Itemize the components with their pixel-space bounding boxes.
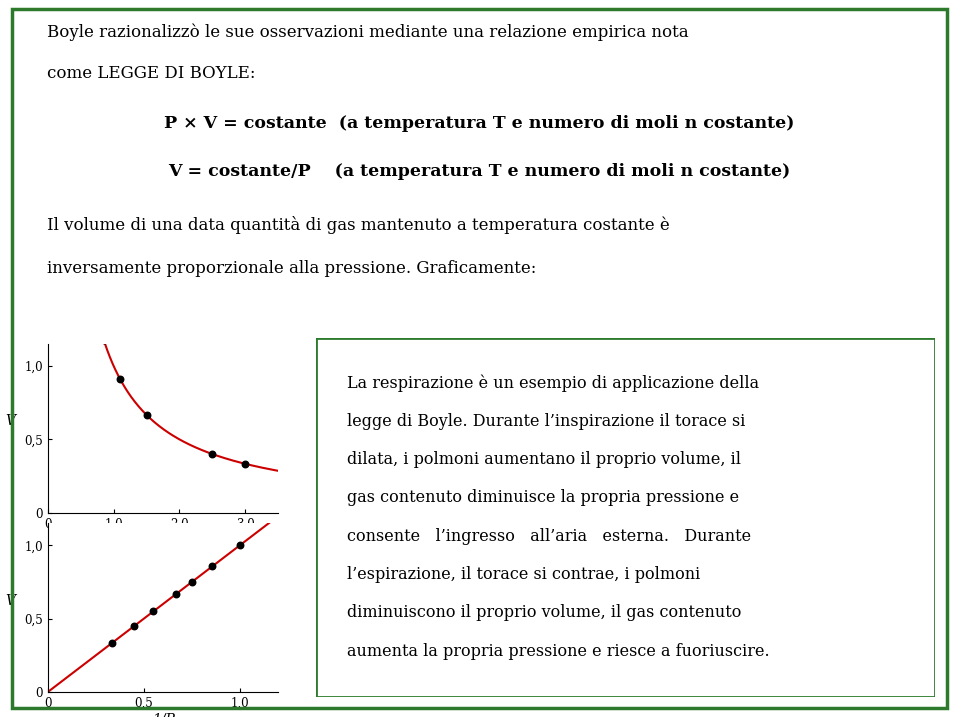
- Text: aumenta la propria pressione e riesce a fuoriuscire.: aumenta la propria pressione e riesce a …: [347, 642, 770, 660]
- Text: gas contenuto diminuisce la propria pressione e: gas contenuto diminuisce la propria pres…: [347, 490, 739, 506]
- Text: La respirazione è un esempio di applicazione della: La respirazione è un esempio di applicaz…: [347, 374, 760, 391]
- Point: [232, 540, 247, 551]
- Point: [238, 458, 253, 470]
- X-axis label: 1/P: 1/P: [152, 713, 175, 717]
- Point: [146, 606, 161, 617]
- Text: diminuiscono il proprio volume, il gas contenuto: diminuiscono il proprio volume, il gas c…: [347, 604, 741, 622]
- Point: [112, 374, 128, 385]
- Text: P × V = costante  (a temperatura T e numero di moli n costante): P × V = costante (a temperatura T e nume…: [164, 115, 795, 133]
- Point: [105, 637, 120, 649]
- Point: [139, 409, 154, 421]
- Text: V = costante/P    (a temperatura T e numero di moli n costante): V = costante/P (a temperatura T e numero…: [169, 163, 790, 180]
- Point: [127, 620, 142, 632]
- Point: [204, 448, 220, 460]
- Point: [184, 576, 199, 588]
- Point: [73, 214, 88, 225]
- Text: legge di Boyle. Durante l’inspirazione il torace si: legge di Boyle. Durante l’inspirazione i…: [347, 412, 746, 429]
- Point: [83, 282, 99, 293]
- Text: consente   l’ingresso   all’aria   esterna.   Durante: consente l’ingresso all’aria esterna. Du…: [347, 528, 752, 545]
- Text: Il volume di una data quantità di gas mantenuto a temperatura costante è: Il volume di una data quantità di gas ma…: [47, 217, 669, 234]
- Text: Boyle razionalizzò le sue osservazioni mediante una relazione empirica nota: Boyle razionalizzò le sue osservazioni m…: [47, 24, 689, 42]
- Y-axis label: V: V: [6, 414, 15, 429]
- Text: l’espirazione, il torace si contrae, i polmoni: l’espirazione, il torace si contrae, i p…: [347, 566, 701, 583]
- Text: dilata, i polmoni aumentano il proprio volume, il: dilata, i polmoni aumentano il proprio v…: [347, 451, 741, 468]
- Point: [168, 589, 183, 600]
- Point: [96, 335, 111, 346]
- Text: come LEGGE DI BOYLE:: come LEGGE DI BOYLE:: [47, 65, 255, 82]
- Point: [204, 561, 220, 572]
- Text: inversamente proporzionale alla pressione. Graficamente:: inversamente proporzionale alla pression…: [47, 260, 536, 277]
- X-axis label: P: P: [158, 533, 168, 547]
- Y-axis label: V: V: [6, 594, 15, 608]
